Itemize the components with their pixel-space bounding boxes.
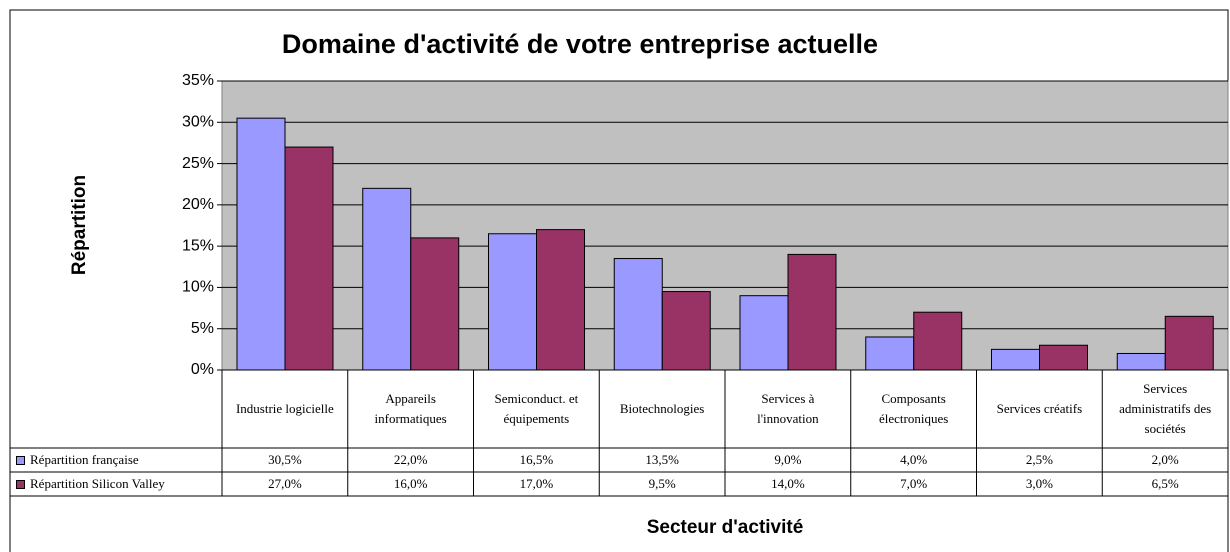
table-value: 30,5% [222,448,348,472]
table-value-text: 6,5% [1151,476,1179,491]
category-cell: Biotechnologies [603,370,721,448]
table-value-text: 9,5% [648,476,676,491]
category-cell-text: Industrie logicielle [235,401,334,416]
legend-swatch [16,455,25,465]
bar [536,229,585,371]
bar [488,233,537,371]
category-cell-text: Biotechnologies [619,401,705,416]
table-value-text: 3,0% [1025,476,1053,491]
bar [613,258,663,371]
y-tick-label: 15% [182,237,214,254]
table-value: 4,0% [851,448,977,472]
category-cell: Services à l'innovation [729,370,847,448]
table-value-text: 13,5% [645,452,679,467]
table-value: 3,0% [977,472,1103,496]
category-cell: Semiconduct. et équipements [478,370,596,448]
y-tick-label: 5% [191,320,214,337]
bar [739,295,789,371]
bar [661,291,711,371]
table-value: 13,5% [599,448,725,472]
table-value: 27,0% [222,472,348,496]
table-value-text: 30,5% [268,452,302,467]
table-value: 14,0% [725,472,851,496]
y-tick-label: 0% [191,361,214,378]
category-cell: Composants électroniques [855,370,973,448]
y-tick-label: 35% [182,72,214,89]
table-value-text: 16,5% [519,452,554,467]
bar [913,311,963,371]
table-value-text: 7,0% [900,476,928,491]
y-tick-label: 30% [182,114,214,131]
table-value-text: 27,0% [268,476,302,491]
table-value-text: 14,0% [771,476,805,491]
table-value-text: 2,0% [1151,452,1179,467]
table-value-text: 22,0% [393,452,428,467]
table-value-text: 2,5% [1025,452,1053,467]
bar [1164,315,1214,371]
y-tick-label: 10% [182,279,214,296]
y-tick-label: 25% [182,155,214,172]
category-cell-text: Semiconduct. et équipements [494,391,579,426]
legend-label: Répartition française [30,452,139,467]
legend-swatch [16,479,25,489]
category-cell: Services créatifs [981,370,1099,448]
table-value-text: 4,0% [900,452,928,467]
table-value: 9,5% [599,472,725,496]
bar [1039,344,1088,371]
table-value: 16,5% [474,448,600,472]
bar [991,348,1040,371]
bar [362,187,412,371]
category-cell: Services administratifs des sociétés [1106,370,1224,448]
category-cell: Appareils informatiques [352,370,470,448]
bar [284,146,334,371]
y-tick-label: 20% [182,196,214,213]
legend-cell: Répartition Silicon Valley [10,472,222,496]
table-value: 17,0% [474,472,600,496]
bar [1116,352,1166,371]
bar [236,117,286,371]
y-axis-title: Répartition [69,175,90,275]
table-value: 9,0% [725,448,851,472]
category-cell-text: Composants électroniques [878,391,949,426]
table-value-text: 17,0% [519,476,554,491]
category-cell-text: Services à l'innovation [757,391,819,426]
table-value: 2,0% [1102,448,1228,472]
category-cell-text: Appareils informatiques [374,391,447,426]
x-axis-title: Secteur d'activité [647,517,804,538]
table-value: 16,0% [348,472,474,496]
category-cell-text: Services administratifs des sociétés [1119,381,1212,436]
bar [865,336,915,371]
category-cell: Industrie logicielle [226,370,344,448]
legend-cell: Répartition française [10,448,222,472]
legend-label: Répartition Silicon Valley [30,476,165,491]
table-value: 2,5% [977,448,1103,472]
chart-title: Domaine d'activité de votre entreprise a… [282,29,878,59]
table-value: 7,0% [851,472,977,496]
table-value: 6,5% [1102,472,1228,496]
bar [410,237,460,371]
table-value-text: 9,0% [774,452,802,467]
table-value-text: 16,0% [393,476,428,491]
bar [787,253,837,371]
table-value: 22,0% [348,448,474,472]
category-cell-text: Services créatifs [996,401,1083,416]
